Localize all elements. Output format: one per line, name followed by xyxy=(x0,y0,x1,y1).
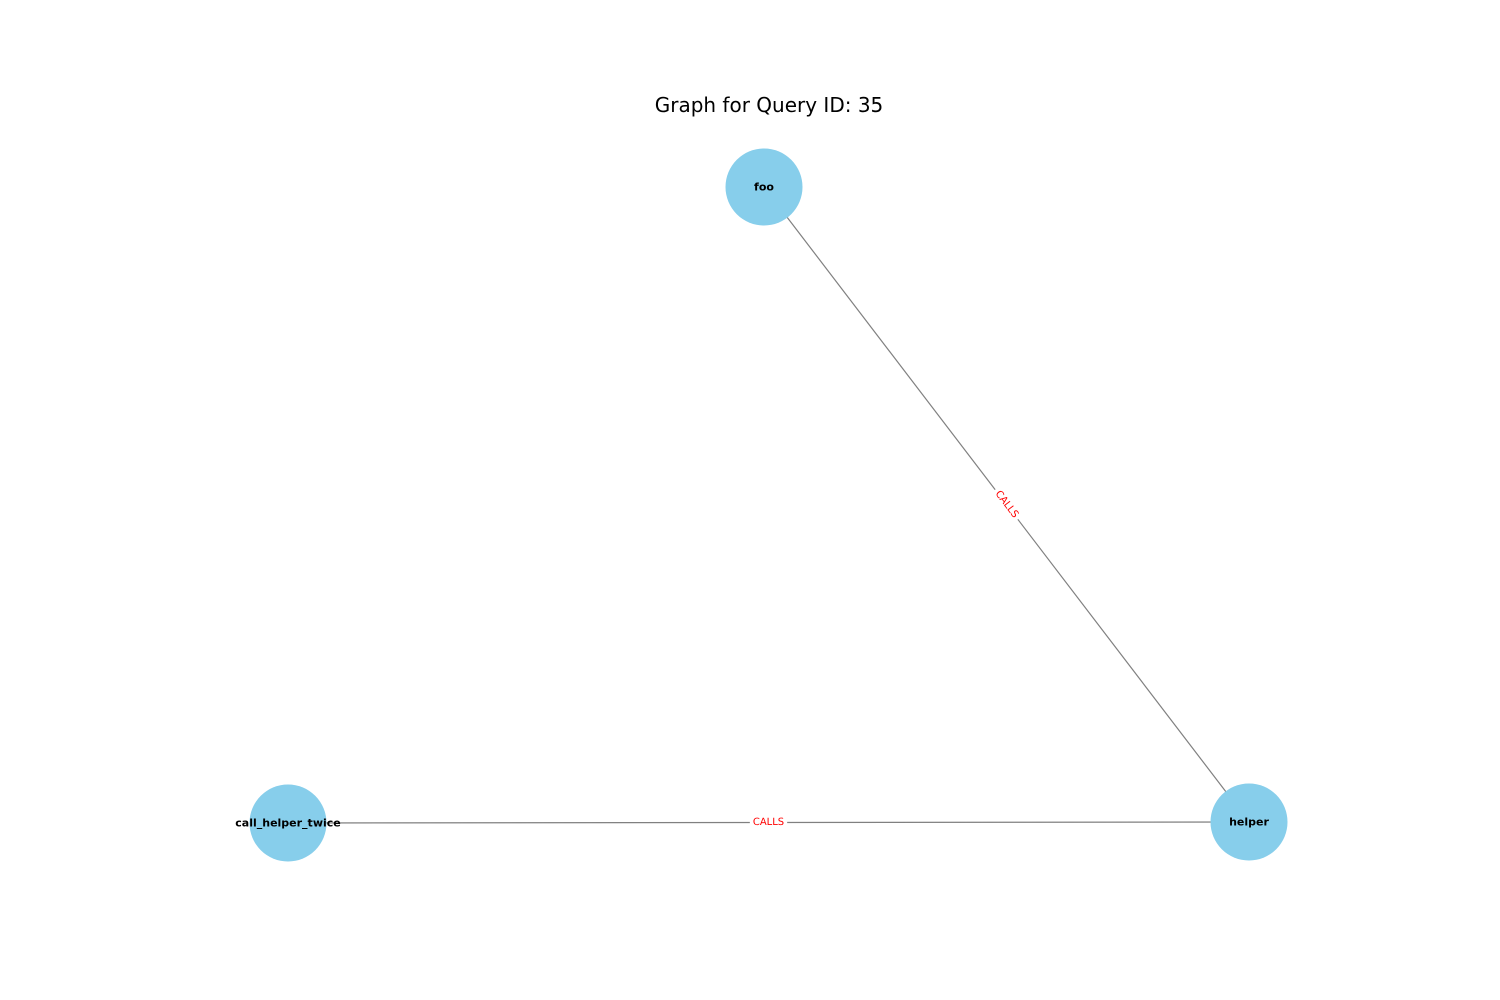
node-call-helper-twice xyxy=(249,784,327,862)
node-helper xyxy=(1210,783,1288,861)
edge-label: CALLS xyxy=(753,817,784,828)
node-label-foo: foo xyxy=(754,181,774,194)
node-label-helper: helper xyxy=(1229,816,1269,829)
node-foo xyxy=(725,148,803,226)
edge-label-group: CALLS xyxy=(749,815,788,830)
edge-label-background xyxy=(990,485,1023,524)
edge-label-background xyxy=(749,815,788,830)
node-label-call-helper-twice: call_helper_twice xyxy=(235,817,340,830)
nodes-layer: foo helper call_helper_twice xyxy=(235,148,1288,862)
graph-title: Graph for Query ID: 35 xyxy=(655,93,884,117)
